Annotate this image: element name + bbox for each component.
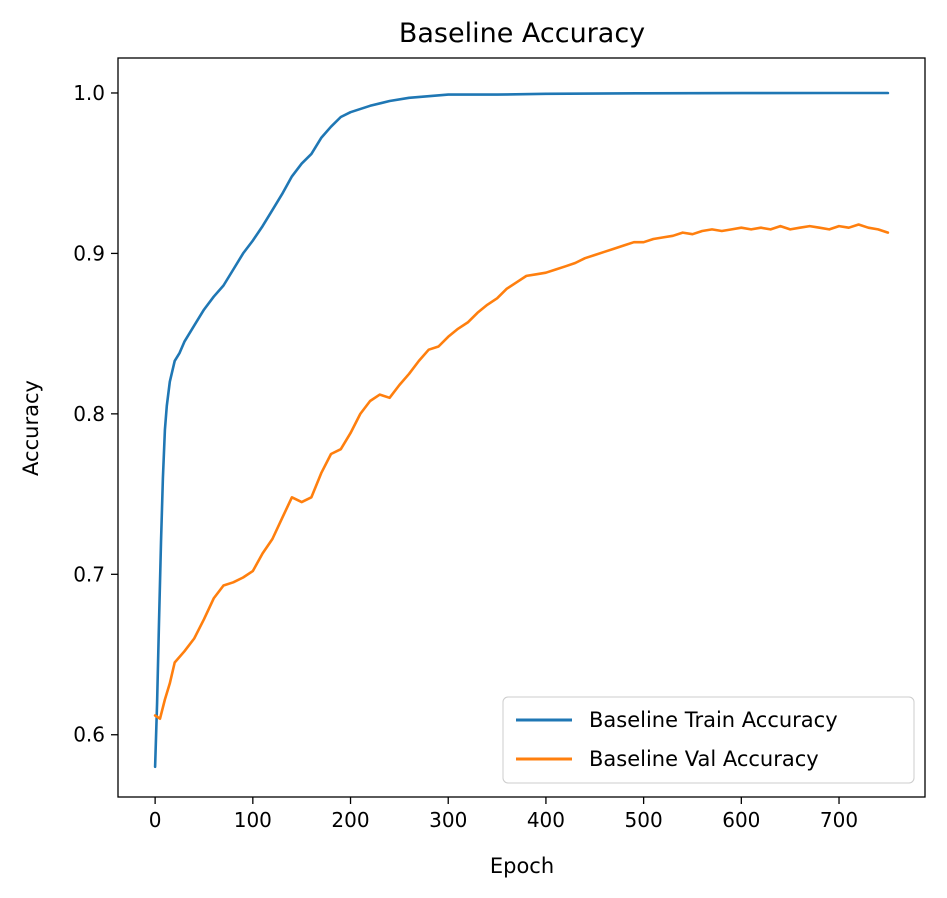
x-tick-label: 700: [820, 808, 858, 832]
legend: Baseline Train Accuracy Baseline Val Acc…: [502, 696, 915, 784]
y-axis: 0.6 0.7 0.8 0.9 1.0: [73, 81, 118, 747]
x-axis-label: Epoch: [490, 854, 554, 878]
series-line-val: [153, 223, 890, 721]
y-tick-label: 0.7: [73, 562, 105, 586]
x-tick-label: 300: [429, 808, 467, 832]
y-axis-label: Accuracy: [19, 380, 43, 476]
y-tick-label: 0.9: [73, 241, 105, 265]
y-tick-label: 0.6: [73, 723, 105, 747]
plot-area: [153, 91, 890, 769]
legend-label-val: Baseline Val Accuracy: [589, 747, 819, 771]
x-axis: 0 100 200 300 400 500 600 700: [149, 797, 858, 832]
x-tick-label: 0: [149, 808, 162, 832]
legend-label-train: Baseline Train Accuracy: [589, 708, 838, 732]
x-tick-label: 100: [234, 808, 272, 832]
y-tick-label: 0.8: [73, 402, 105, 426]
axes-frame: [117, 57, 926, 798]
chart-title: Baseline Accuracy: [399, 18, 645, 49]
series-line-train: [153, 91, 890, 769]
x-tick-label: 600: [722, 808, 760, 832]
y-tick-label: 1.0: [73, 81, 105, 105]
x-tick-label: 500: [625, 808, 663, 832]
x-tick-label: 200: [331, 808, 369, 832]
x-tick-label: 400: [527, 808, 565, 832]
legend-box: [502, 696, 915, 784]
